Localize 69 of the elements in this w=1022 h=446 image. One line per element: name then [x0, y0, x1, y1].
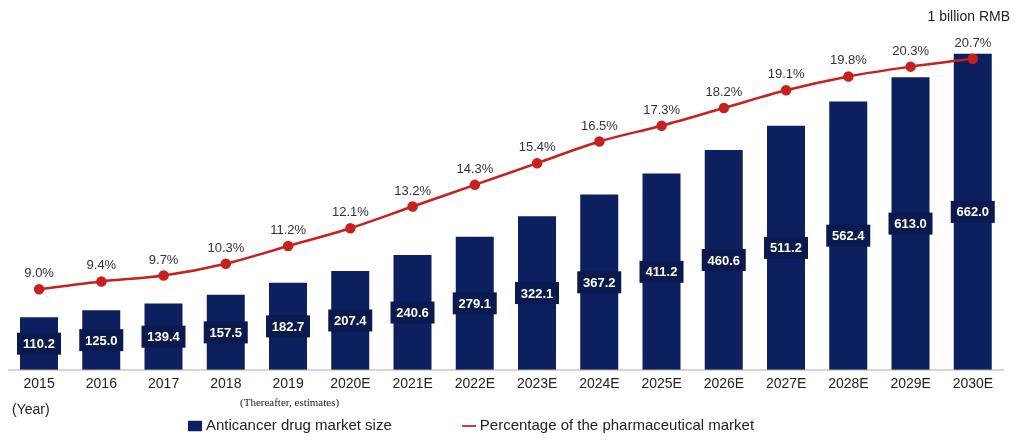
data-label: 15.4% [518, 139, 556, 155]
data-label: 9.4% [86, 257, 117, 273]
x-tick-label: 2026E [703, 374, 745, 391]
x-tick-label: 2028E [828, 374, 869, 391]
point [656, 120, 667, 131]
text: (Thereafter, estimates) [240, 396, 340, 408]
point [780, 85, 792, 96]
data-label: 157.5 [209, 324, 243, 340]
x-tick-label: 2020E [330, 374, 371, 391]
data-label: 16.5% [580, 117, 619, 133]
x-tick-label: 2016 [85, 374, 118, 391]
point [905, 61, 916, 72]
x-tick-label: 2019 [272, 374, 304, 391]
x-tick-label: 2029E [890, 374, 931, 391]
data-label: 139.4 [147, 329, 181, 345]
x-tick-label: 2025E [641, 374, 682, 391]
data-label: 460.6 [707, 252, 741, 268]
point [345, 222, 356, 234]
point [531, 157, 543, 169]
data-label: 17.3% [643, 101, 681, 117]
point [407, 201, 418, 212]
y-axis-title: 1 billion RMB [927, 8, 1010, 24]
point [594, 136, 605, 147]
data-label: 20.3% [892, 42, 930, 58]
point [282, 240, 294, 252]
data-label: 207.4 [333, 312, 368, 328]
data-label: 13.2% [394, 182, 432, 198]
x-axis-title: (Year) [12, 401, 50, 417]
x-tick-label: 2015 [23, 374, 55, 391]
data-label: 9.7% [148, 251, 179, 267]
point [967, 53, 979, 64]
data-label: 240.6 [396, 305, 429, 321]
data-label: 18.2% [705, 84, 743, 100]
x-tick-label: 2017 [148, 374, 180, 391]
point [843, 71, 854, 82]
data-label: 322.1 [520, 285, 554, 301]
data-label: 12.1% [331, 204, 370, 220]
x-tick-label: 2023E [516, 374, 558, 391]
data-label: 562.4 [831, 228, 866, 244]
legend-label: Anticancer drug market size [205, 416, 392, 433]
point [469, 179, 481, 191]
data-label: 19.8% [829, 52, 868, 68]
point [718, 102, 730, 114]
legend-label: Percentage of the pharmaceutical market [479, 416, 755, 433]
data-label: 11.2% [270, 221, 307, 237]
data-label: 411.2 [645, 264, 678, 280]
x-tick-label: 2021E [392, 374, 433, 391]
data-label: 511.2 [770, 240, 802, 256]
point [158, 270, 169, 281]
data-label: 367.2 [582, 274, 616, 290]
data-label: 19.1% [767, 66, 805, 82]
x-tick-label: 2018 [210, 374, 242, 391]
data-label: 20.7% [954, 34, 992, 50]
data-label: 662.0 [956, 204, 990, 220]
data-label: 14.3% [456, 160, 494, 176]
point [33, 284, 45, 295]
data-label: 9.0% [24, 265, 55, 281]
data-label: 279.1 [458, 295, 492, 311]
x-tick-label: 2024E [579, 374, 620, 391]
point [96, 276, 107, 287]
data-label: 182.7 [271, 318, 305, 334]
x-tick-label: 2030E [952, 374, 994, 391]
data-label: 613.0 [894, 216, 927, 232]
x-tick-label: 2027E [765, 374, 807, 391]
point [220, 258, 232, 269]
x-tick-label: 2022E [454, 374, 496, 391]
data-label: 10.3% [207, 239, 245, 255]
data-label: 125.0 [84, 332, 118, 348]
data-label: 110.2 [23, 336, 55, 352]
